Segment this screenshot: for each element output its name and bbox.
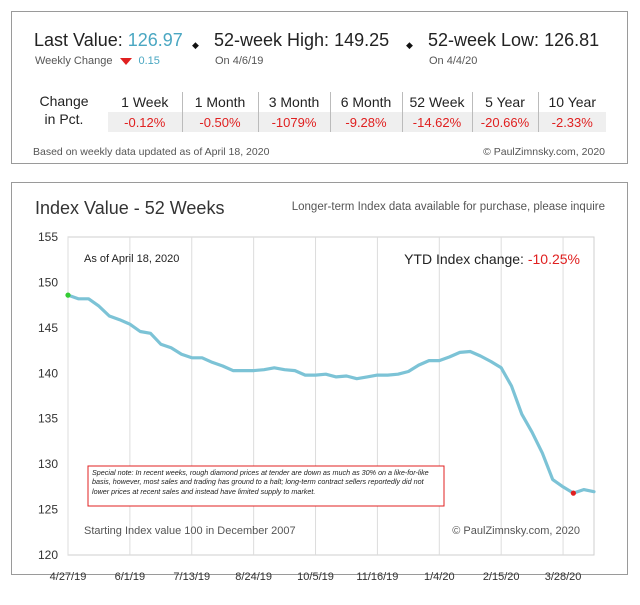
header-6-month: 6 Month [329,92,402,112]
last-value: Last Value: 126.97 [34,30,183,51]
last-value-label: Last Value: [34,30,123,50]
special-note-text: Special note: In recent weeks, rough dia… [92,468,429,496]
change-table-header-row: 1 Week 1 Month 3 Month 6 Month 52 Week 5… [108,92,606,112]
top-credit: © PaulZimnsky.com, 2020 [483,146,605,158]
y-tick-label: 150 [38,275,58,289]
summary-panel: Last Value: 126.97 Weekly Change 0.15 ◆ 5… [11,11,628,164]
week-low-value: 126.81 [544,30,600,50]
value-1-month: -0.50% [181,112,258,132]
y-tick-label: 135 [38,412,58,426]
x-tick-label: 10/5/19 [297,571,334,583]
weekly-change-value: 0.15 [138,55,160,67]
x-tick-label: 11/16/19 [356,571,398,583]
value-10-year: -2.33% [537,112,606,132]
x-tick-label: 6/1/19 [115,571,146,583]
header-1-week: 1 Week [121,94,169,110]
as-of-label: As of April 18, 2020 [84,253,179,265]
last-value-number: 126.97 [127,30,183,50]
change-label-line1: Change [39,93,89,109]
x-tick-label: 4/27/19 [50,571,87,583]
ytd-value: -10.25% [528,251,580,267]
week-low: 52-week Low: 126.81 [428,30,599,51]
separator-diamond-icon: ◆ [192,40,199,50]
low-point-marker [570,490,576,496]
x-tick-label: 8/24/19 [235,571,272,583]
x-tick-label: 3/28/20 [545,571,582,583]
week-high-date: On 4/6/19 [215,55,264,67]
change-row-label: Change in Pct. [32,92,96,128]
updated-note: Based on weekly data updated as of April… [33,146,270,158]
index-series-line [66,293,596,495]
week-high-value: 149.25 [334,30,390,50]
change-table: 1 Week 1 Month 3 Month 6 Month 52 Week 5… [108,92,606,132]
chart-credit: © PaulZimnsky.com, 2020 [452,525,580,537]
header-1-month: 1 Month [181,92,258,112]
y-tick-label: 120 [38,548,58,562]
ytd-label: YTD Index change: [404,251,528,267]
value-5-year: -20.66% [471,112,538,132]
change-label-line2: in Pct. [44,111,84,127]
value-6-month: -9.28% [329,112,402,132]
value-52-week: -14.62% [401,112,472,132]
week-high: 52-week High: 149.25 [214,30,389,51]
week-low-date: On 4/4/20 [429,55,478,67]
ytd-change: YTD Index change: -10.25% [404,251,580,267]
header-52-week: 52 Week [401,92,472,112]
x-tick-label: 2/15/20 [483,571,520,583]
x-tick-label: 1/4/20 [424,571,455,583]
chart-panel: Index Value - 52 Weeks Longer-term Index… [11,182,628,575]
header-10-year: 10 Year [537,92,606,112]
change-table-value-row: -0.12% -0.50% -1079% -9.28% -14.62% -20.… [108,112,606,132]
x-tick-label: 7/13/19 [173,571,210,583]
value-3-month: -1079% [257,112,330,132]
y-tick-label: 130 [38,457,58,471]
down-arrow-icon [120,57,133,65]
y-tick-label: 140 [38,366,58,380]
y-tick-label: 125 [38,503,58,517]
header-5-year: 5 Year [471,92,538,112]
special-note: Special note: In recent weeks, rough dia… [92,468,429,496]
weekly-change-label: Weekly Change [35,55,113,67]
y-tick-label: 155 [38,230,58,244]
chart-inquire-note: Longer-term Index data available for pur… [291,201,605,213]
value-1-week: -0.12% [108,112,182,132]
header-3-month: 3 Month [257,92,330,112]
week-low-label: 52-week Low: [428,30,540,50]
starting-note: Starting Index value 100 in December 200… [84,525,296,537]
series-markers [65,292,576,496]
special-note-box [87,465,445,507]
axis-ticks: 120 125 130 135 140 145 150 155 4/27/19 6/1/19 7/1… [38,230,581,583]
weekly-change: Weekly Change 0.15 [35,55,160,67]
separator-diamond-icon: ◆ [406,40,413,50]
week-high-label: 52-week High: [214,30,330,50]
chart-title: Index Value - 52 Weeks [35,198,225,218]
y-tick-label: 145 [38,321,58,335]
start-point-marker [65,292,71,298]
